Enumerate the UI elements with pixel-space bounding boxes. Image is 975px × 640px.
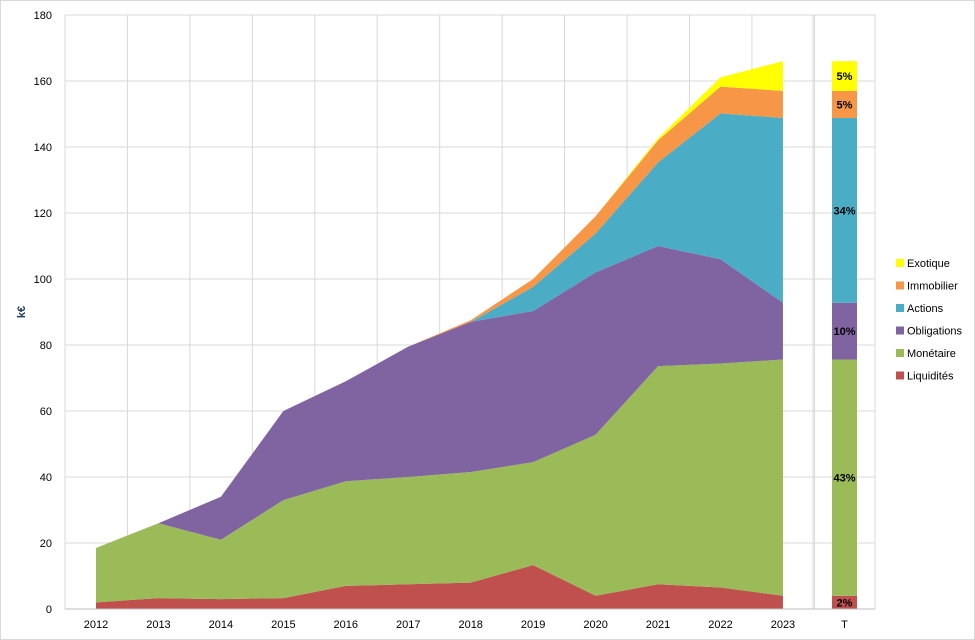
legend-label-immobilier: Immobilier <box>907 281 958 293</box>
legend-label-actions: Actions <box>907 303 944 315</box>
area-actions <box>96 113 783 548</box>
total-bar-percent-label: 5% <box>837 99 853 111</box>
legend-label-monétaire: Monétaire <box>907 348 956 360</box>
legend-swatch-exotique <box>896 259 904 267</box>
y-tick-label: 20 <box>40 538 52 550</box>
total-bar-segment-obligations <box>832 302 857 360</box>
total-bar-percent-label: 5% <box>837 71 853 83</box>
y-tick-label: 180 <box>34 10 52 22</box>
y-tick-label: 160 <box>34 76 52 88</box>
x-tick-label: 2018 <box>458 619 482 631</box>
x-tick-label: 2016 <box>334 619 358 631</box>
legend-label-obligations: Obligations <box>907 326 963 338</box>
total-bar-percent-label: 10% <box>833 326 855 338</box>
y-tick-label: 0 <box>46 604 52 616</box>
x-tick-label: 2021 <box>646 619 670 631</box>
x-tick-label: 2022 <box>708 619 732 631</box>
area-monétaire <box>96 359 783 603</box>
total-bar-segment-actions <box>832 117 857 303</box>
y-tick-label: 60 <box>40 406 52 418</box>
x-tick-label: 2012 <box>84 619 108 631</box>
total-bar-segment-monétaire <box>832 359 857 596</box>
area-immobilier <box>96 86 783 548</box>
x-tick-label: 2017 <box>396 619 420 631</box>
x-tick-label: 2019 <box>521 619 545 631</box>
legend-swatch-obligations <box>896 326 904 335</box>
legend-swatch-immobilier <box>896 281 904 290</box>
legend-swatch-liquidités <box>896 371 904 380</box>
x-tick-label: 2013 <box>146 619 170 631</box>
x-tick-label-total: T <box>841 619 848 631</box>
x-tick-label: 2023 <box>771 619 795 631</box>
area-obligations <box>96 246 783 548</box>
y-tick-label: 100 <box>34 274 52 286</box>
y-axis-label: k€ <box>16 306 28 318</box>
total-bar-percent-label: 2% <box>837 597 853 609</box>
y-tick-label: 40 <box>40 472 52 484</box>
x-tick-label: 2014 <box>209 619 233 631</box>
x-tick-label: 2015 <box>271 619 295 631</box>
area-series <box>96 61 783 609</box>
total-bar-percent-label: 34% <box>833 205 855 217</box>
y-tick-label: 80 <box>40 340 52 352</box>
legend-swatch-actions <box>896 304 904 312</box>
total-bar: 2% 43% 10% 34% 5% 5% <box>832 61 857 609</box>
total-bar-percent-label: 43% <box>833 473 855 485</box>
total-bar-segment-liquidités <box>832 595 857 609</box>
total-bar-segment-immobilier <box>832 90 857 118</box>
legend-swatch-monétaire <box>896 349 904 357</box>
total-bar-segment-exotique <box>832 61 857 91</box>
legend-label-exotique: Exotique <box>907 258 950 270</box>
area-liquidités <box>96 565 783 609</box>
axes: 0 20 40 60 80 100 120 140 160 180 2012 2013 2014 2015… <box>34 10 875 631</box>
y-tick-label: 120 <box>34 208 52 220</box>
x-tick-label: 2020 <box>583 619 607 631</box>
legend-label-liquidités: Liquidités <box>907 371 954 383</box>
legend: Exotique Immobilier Actions Obligations Moné… <box>896 258 963 383</box>
y-tick-label: 140 <box>34 142 52 154</box>
